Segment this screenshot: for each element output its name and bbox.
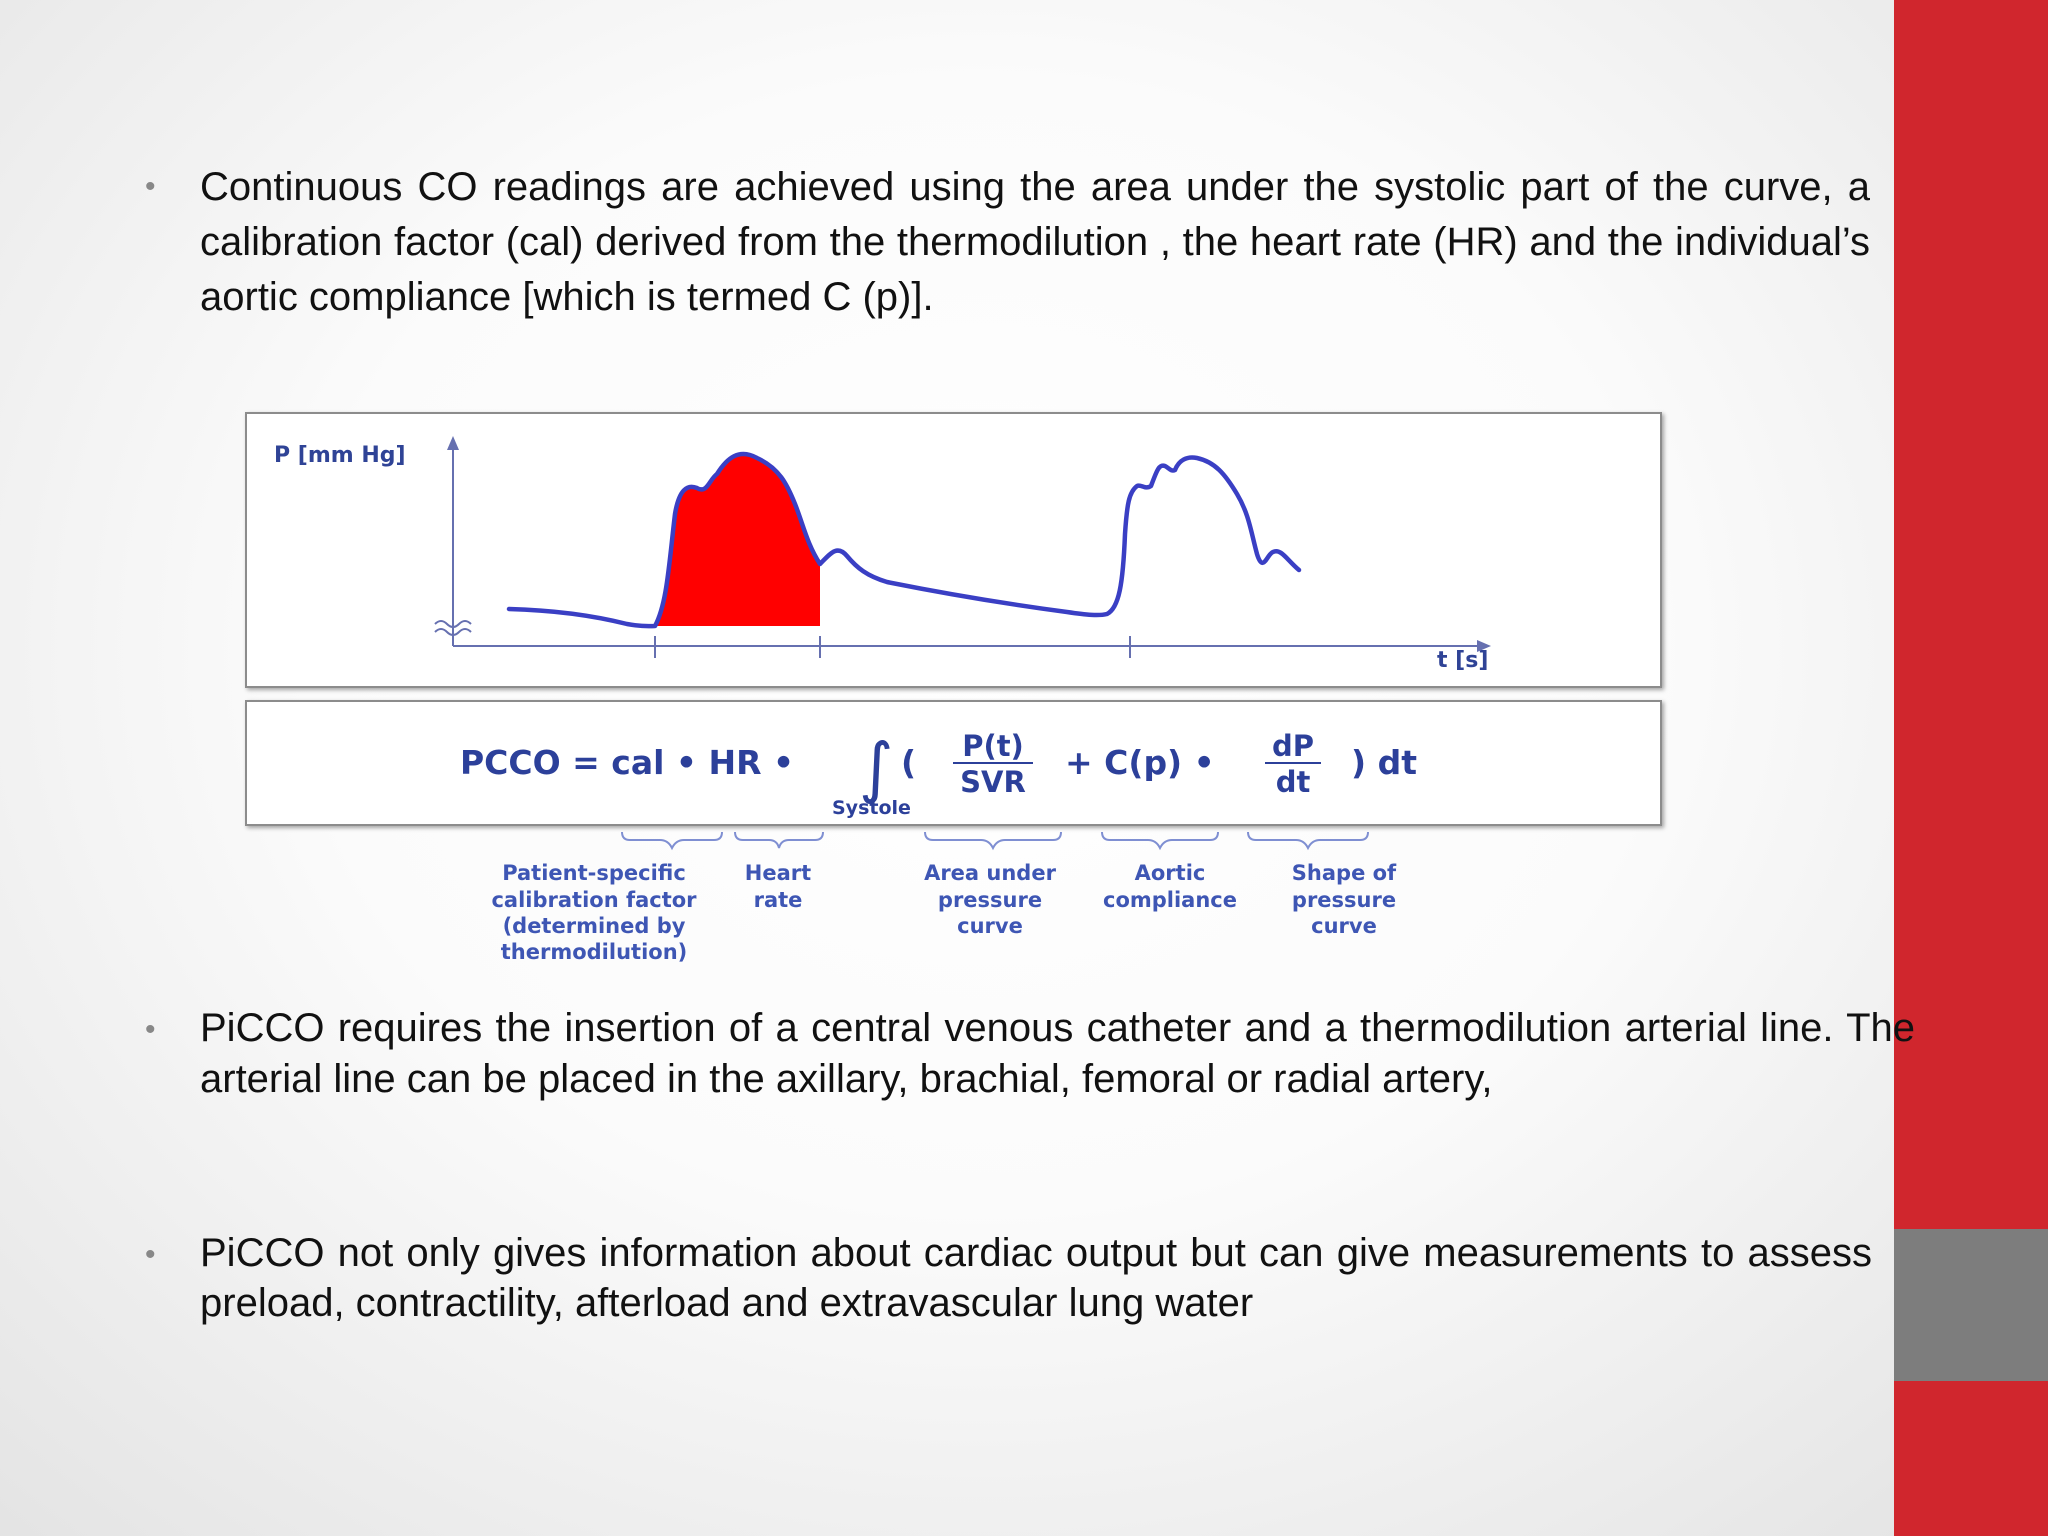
svg-text:Area under: Area under bbox=[924, 861, 1057, 885]
svg-text:compliance: compliance bbox=[1103, 888, 1237, 912]
formula-numerator: P(t) bbox=[962, 729, 1024, 763]
formula-lhs: PCCO = cal • HR • bbox=[460, 743, 794, 782]
formula-open-paren: ( bbox=[901, 743, 916, 782]
y-axis-label: P [mm Hg] bbox=[274, 443, 406, 468]
caption-calibration-factor: Patient-specific calibration factor (det… bbox=[491, 861, 697, 964]
svg-text:pressure: pressure bbox=[1292, 888, 1396, 912]
integral-icon: ∫ bbox=[859, 729, 893, 806]
svg-text:Shape of: Shape of bbox=[1292, 861, 1397, 885]
formula-denominator: SVR bbox=[960, 765, 1026, 799]
systolic-area bbox=[655, 453, 820, 626]
x-axis bbox=[453, 636, 1491, 658]
svg-text:curve: curve bbox=[1311, 914, 1377, 938]
bullet-text: PiCCO not only gives information about c… bbox=[200, 1231, 1872, 1325]
caption-aortic-compliance: Aortic compliance bbox=[1103, 861, 1237, 912]
formula-middle: + C(p) • bbox=[1065, 743, 1215, 782]
pcco-formula-box: PCCO = cal • HR • ∫ ( P(t) SVR + C(p) • … bbox=[245, 700, 1662, 826]
svg-text:(determined by: (determined by bbox=[503, 914, 686, 938]
bullet-dot-icon: • bbox=[145, 1238, 156, 1271]
svg-text:pressure: pressure bbox=[938, 888, 1042, 912]
pressure-curve-figure: P [mm Hg] t [s] bbox=[245, 412, 1662, 688]
side-accent-block bbox=[1894, 1229, 2048, 1381]
caption-curve-shape: Shape of pressure curve bbox=[1292, 861, 1397, 938]
pcco-formula: PCCO = cal • HR • ∫ ( P(t) SVR + C(p) • … bbox=[460, 729, 1417, 819]
pressure-curve-chart: P [mm Hg] t [s] bbox=[274, 436, 1491, 673]
svg-text:curve: curve bbox=[957, 914, 1023, 938]
svg-text:Patient-specific: Patient-specific bbox=[502, 861, 686, 885]
derivative-denominator: dt bbox=[1276, 765, 1311, 799]
svg-text:calibration factor: calibration factor bbox=[491, 888, 697, 912]
caption-area-under-curve: Area under pressure curve bbox=[924, 861, 1057, 938]
svg-text:Heart: Heart bbox=[745, 861, 811, 885]
y-axis bbox=[434, 436, 472, 646]
caption-braces bbox=[621, 831, 1369, 851]
svg-text:thermodilution): thermodilution) bbox=[501, 940, 688, 964]
caption-heart-rate: Heart rate bbox=[745, 861, 811, 912]
x-axis-label: t [s] bbox=[1437, 648, 1488, 673]
bullet-dot-icon: • bbox=[145, 170, 156, 203]
formula-close: ) dt bbox=[1351, 743, 1417, 782]
pressure-curve-line bbox=[506, 451, 1302, 629]
bullet-text: PiCCO requires the insertion of a centra… bbox=[200, 1006, 1915, 1101]
svg-text:Aortic: Aortic bbox=[1135, 861, 1206, 885]
derivative-numerator: dP bbox=[1272, 729, 1314, 763]
formula-captions: Patient-specific calibration factor (det… bbox=[491, 831, 1397, 964]
bullet-text: Continuous CO readings are achieved usin… bbox=[200, 165, 1870, 319]
svg-text:rate: rate bbox=[754, 888, 803, 912]
bullet-dot-icon: • bbox=[145, 1013, 156, 1046]
integral-subscript: Systole bbox=[832, 797, 911, 819]
